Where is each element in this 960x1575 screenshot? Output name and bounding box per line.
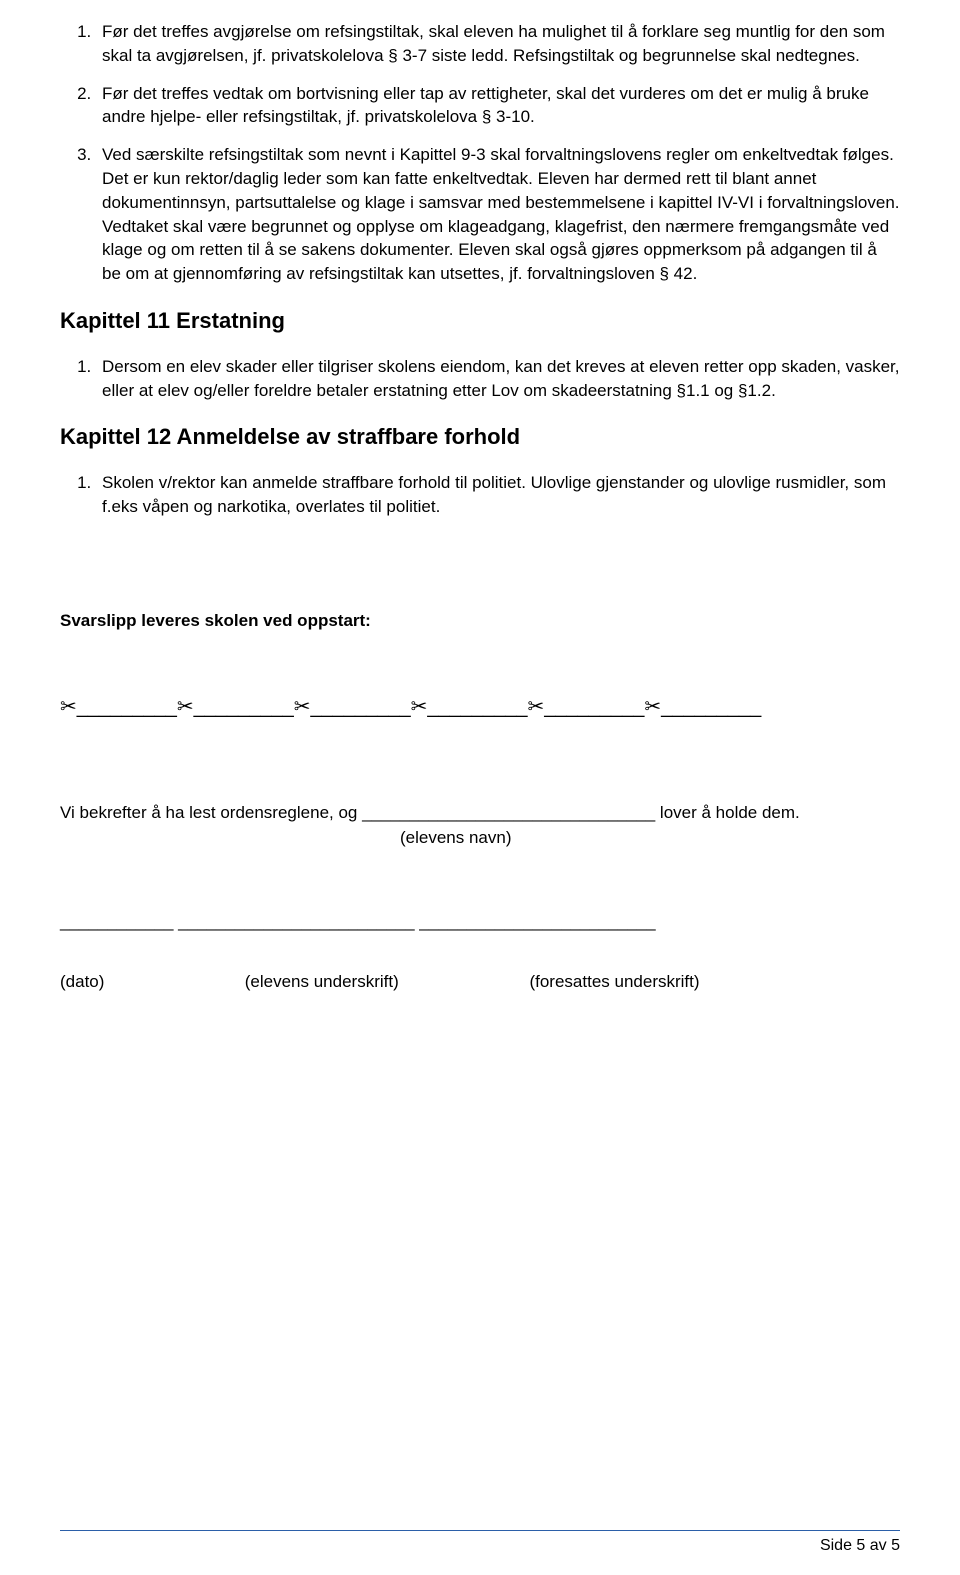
- list-item: Før det treffes avgjørelse om refsingsti…: [96, 20, 900, 68]
- list-item: Før det treffes vedtak om bortvisning el…: [96, 82, 900, 130]
- scissor-icon: ✂_________: [528, 693, 645, 721]
- scissor-icon: ✂_________: [294, 693, 411, 721]
- scissor-icon: ✂_________: [411, 693, 528, 721]
- signature-lines: ____________ _________________________ _…: [60, 910, 900, 934]
- confirmation-text: Vi bekrefter å ha lest ordensreglene, og…: [60, 801, 900, 825]
- scissor-icon: ✂_________: [60, 693, 177, 721]
- chapter-11-heading: Kapittel 11 Erstatning: [60, 306, 900, 337]
- ordered-list-chapter-11: Dersom en elev skader eller tilgriser sk…: [60, 355, 900, 403]
- signature-labels: (dato) (elevens underskrift) (foresattes…: [60, 970, 900, 994]
- student-name-label: (elevens navn): [60, 826, 900, 850]
- page-footer: Side 5 av 5: [60, 1530, 900, 1557]
- scissor-icon: ✂_________: [177, 693, 294, 721]
- page-number: Side 5 av 5: [820, 1537, 900, 1554]
- date-label: (dato): [60, 970, 240, 994]
- scissor-icon: ✂_________: [644, 693, 761, 721]
- ordered-list-procedures: Før det treffes avgjørelse om refsingsti…: [60, 20, 900, 286]
- ordered-list-chapter-12: Skolen v/rektor kan anmelde straffbare f…: [60, 471, 900, 519]
- chapter-12-heading: Kapittel 12 Anmeldelse av straffbare for…: [60, 422, 900, 453]
- cut-line: ✂_________✂_________✂_________✂_________…: [60, 693, 900, 721]
- list-item: Dersom en elev skader eller tilgriser sk…: [96, 355, 900, 403]
- list-item: Skolen v/rektor kan anmelde straffbare f…: [96, 471, 900, 519]
- list-item: Ved særskilte refsingstiltak som nevnt i…: [96, 143, 900, 286]
- guardian-signature-label: (foresattes underskrift): [529, 970, 699, 994]
- svarslipp-heading: Svarslipp leveres skolen ved oppstart:: [60, 609, 900, 633]
- confirmation-block: Vi bekrefter å ha lest ordensreglene, og…: [60, 801, 900, 851]
- student-signature-label: (elevens underskrift): [245, 970, 525, 994]
